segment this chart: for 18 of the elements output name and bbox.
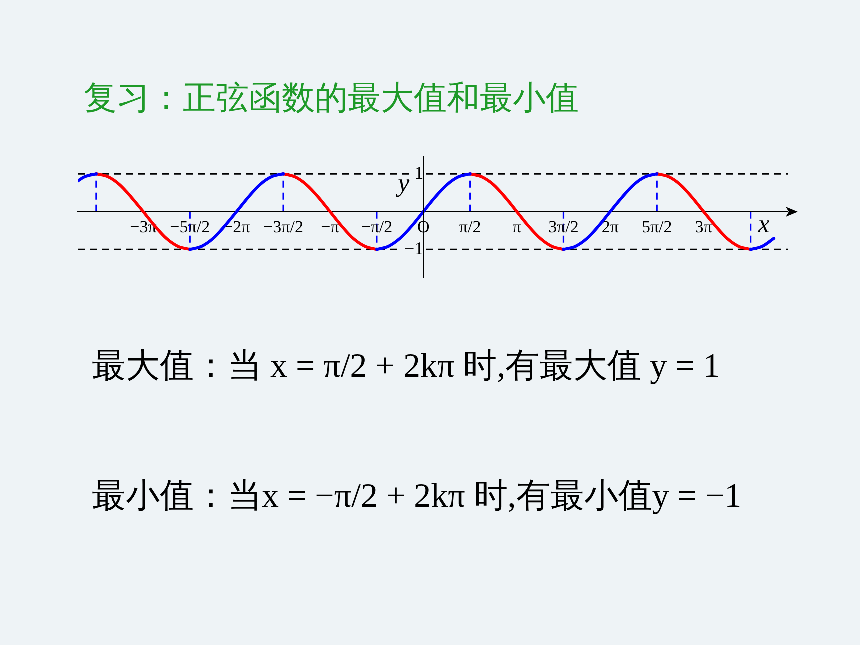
y-tick-label: −1 bbox=[404, 238, 424, 258]
x-tick-label: −2π bbox=[224, 217, 251, 236]
x-tick-label: −π bbox=[321, 217, 340, 236]
y-axis-title: y bbox=[395, 168, 410, 198]
x-tick-label: −5π/2 bbox=[170, 217, 210, 236]
x-tick-label: 5π/2 bbox=[642, 217, 672, 236]
text: 最小值：当x = −π/2 + 2kπ 时,有最小值y = −1 bbox=[92, 477, 742, 517]
x-tick-label: −3π/2 bbox=[264, 217, 304, 236]
x-tick-label: 3π bbox=[695, 217, 713, 236]
y-tick-label: 1 bbox=[414, 162, 424, 183]
x-tick-label: −π/2 bbox=[361, 217, 393, 236]
x-axis-title: x bbox=[757, 210, 770, 239]
x-tick-label: 2π bbox=[602, 217, 620, 236]
x-tick-label: π bbox=[512, 217, 522, 236]
x-tick-label: 3π/2 bbox=[548, 217, 579, 236]
x-tick-label: π/2 bbox=[459, 217, 482, 236]
chart-title: 复习：正弦函数的最大值和最小值 bbox=[84, 77, 579, 119]
text: 最大值：当 x = π/2 + 2kπ 时,有最大值 y = 1 bbox=[92, 347, 720, 387]
